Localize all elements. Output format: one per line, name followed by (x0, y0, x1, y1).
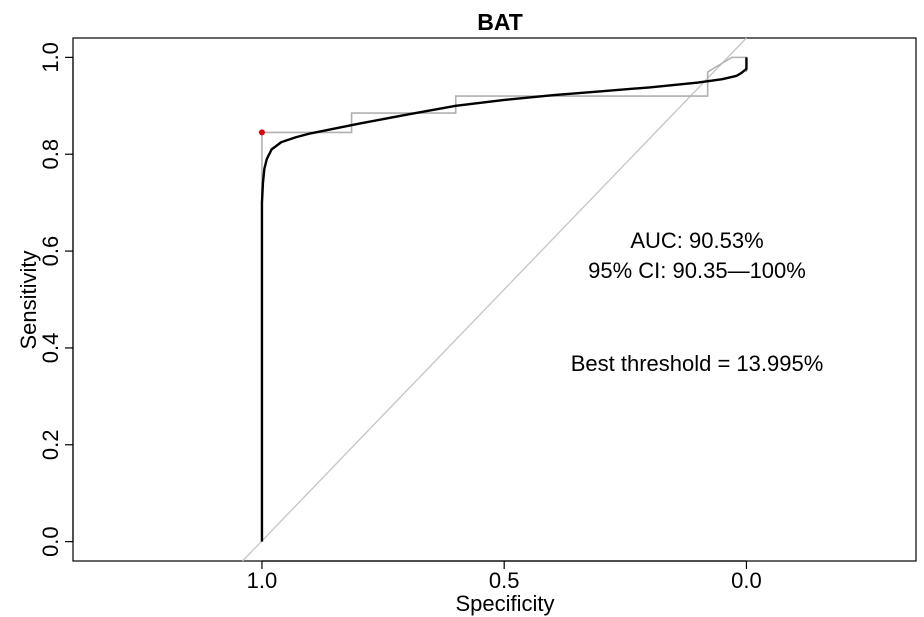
x-axis-label: Specificity (455, 591, 554, 616)
auc-annotation: AUC: 90.53% (630, 228, 763, 253)
y-tick-label: 0.0 (38, 526, 63, 557)
y-axis-label: Sensitivity (16, 250, 41, 349)
empirical-roc-line (261, 56, 748, 542)
y-tick-label: 0.2 (38, 429, 63, 460)
ci-annotation: 95% CI: 90.35—100% (588, 258, 806, 283)
x-tick-label: 1.0 (247, 568, 278, 593)
plot-marks (242, 37, 748, 562)
y-tick-label: 0.8 (38, 139, 63, 170)
diagonal-reference-line (242, 37, 747, 562)
axes: 1.0 0.5 0.0 0.0 0.2 0.4 0.6 0.8 1.0 (38, 42, 762, 593)
x-tick-label: 0.5 (489, 568, 520, 593)
y-tick-label: 1.0 (38, 42, 63, 73)
threshold-annotation: Best threshold = 13.995% (571, 351, 824, 376)
y-tick-label: 0.4 (38, 333, 63, 364)
smoothed-roc-line (260, 57, 748, 542)
best-threshold-point (258, 129, 265, 136)
chart-title: BAT (477, 9, 523, 35)
x-tick-label: 0.0 (731, 568, 762, 593)
y-tick-label: 0.6 (38, 236, 63, 267)
